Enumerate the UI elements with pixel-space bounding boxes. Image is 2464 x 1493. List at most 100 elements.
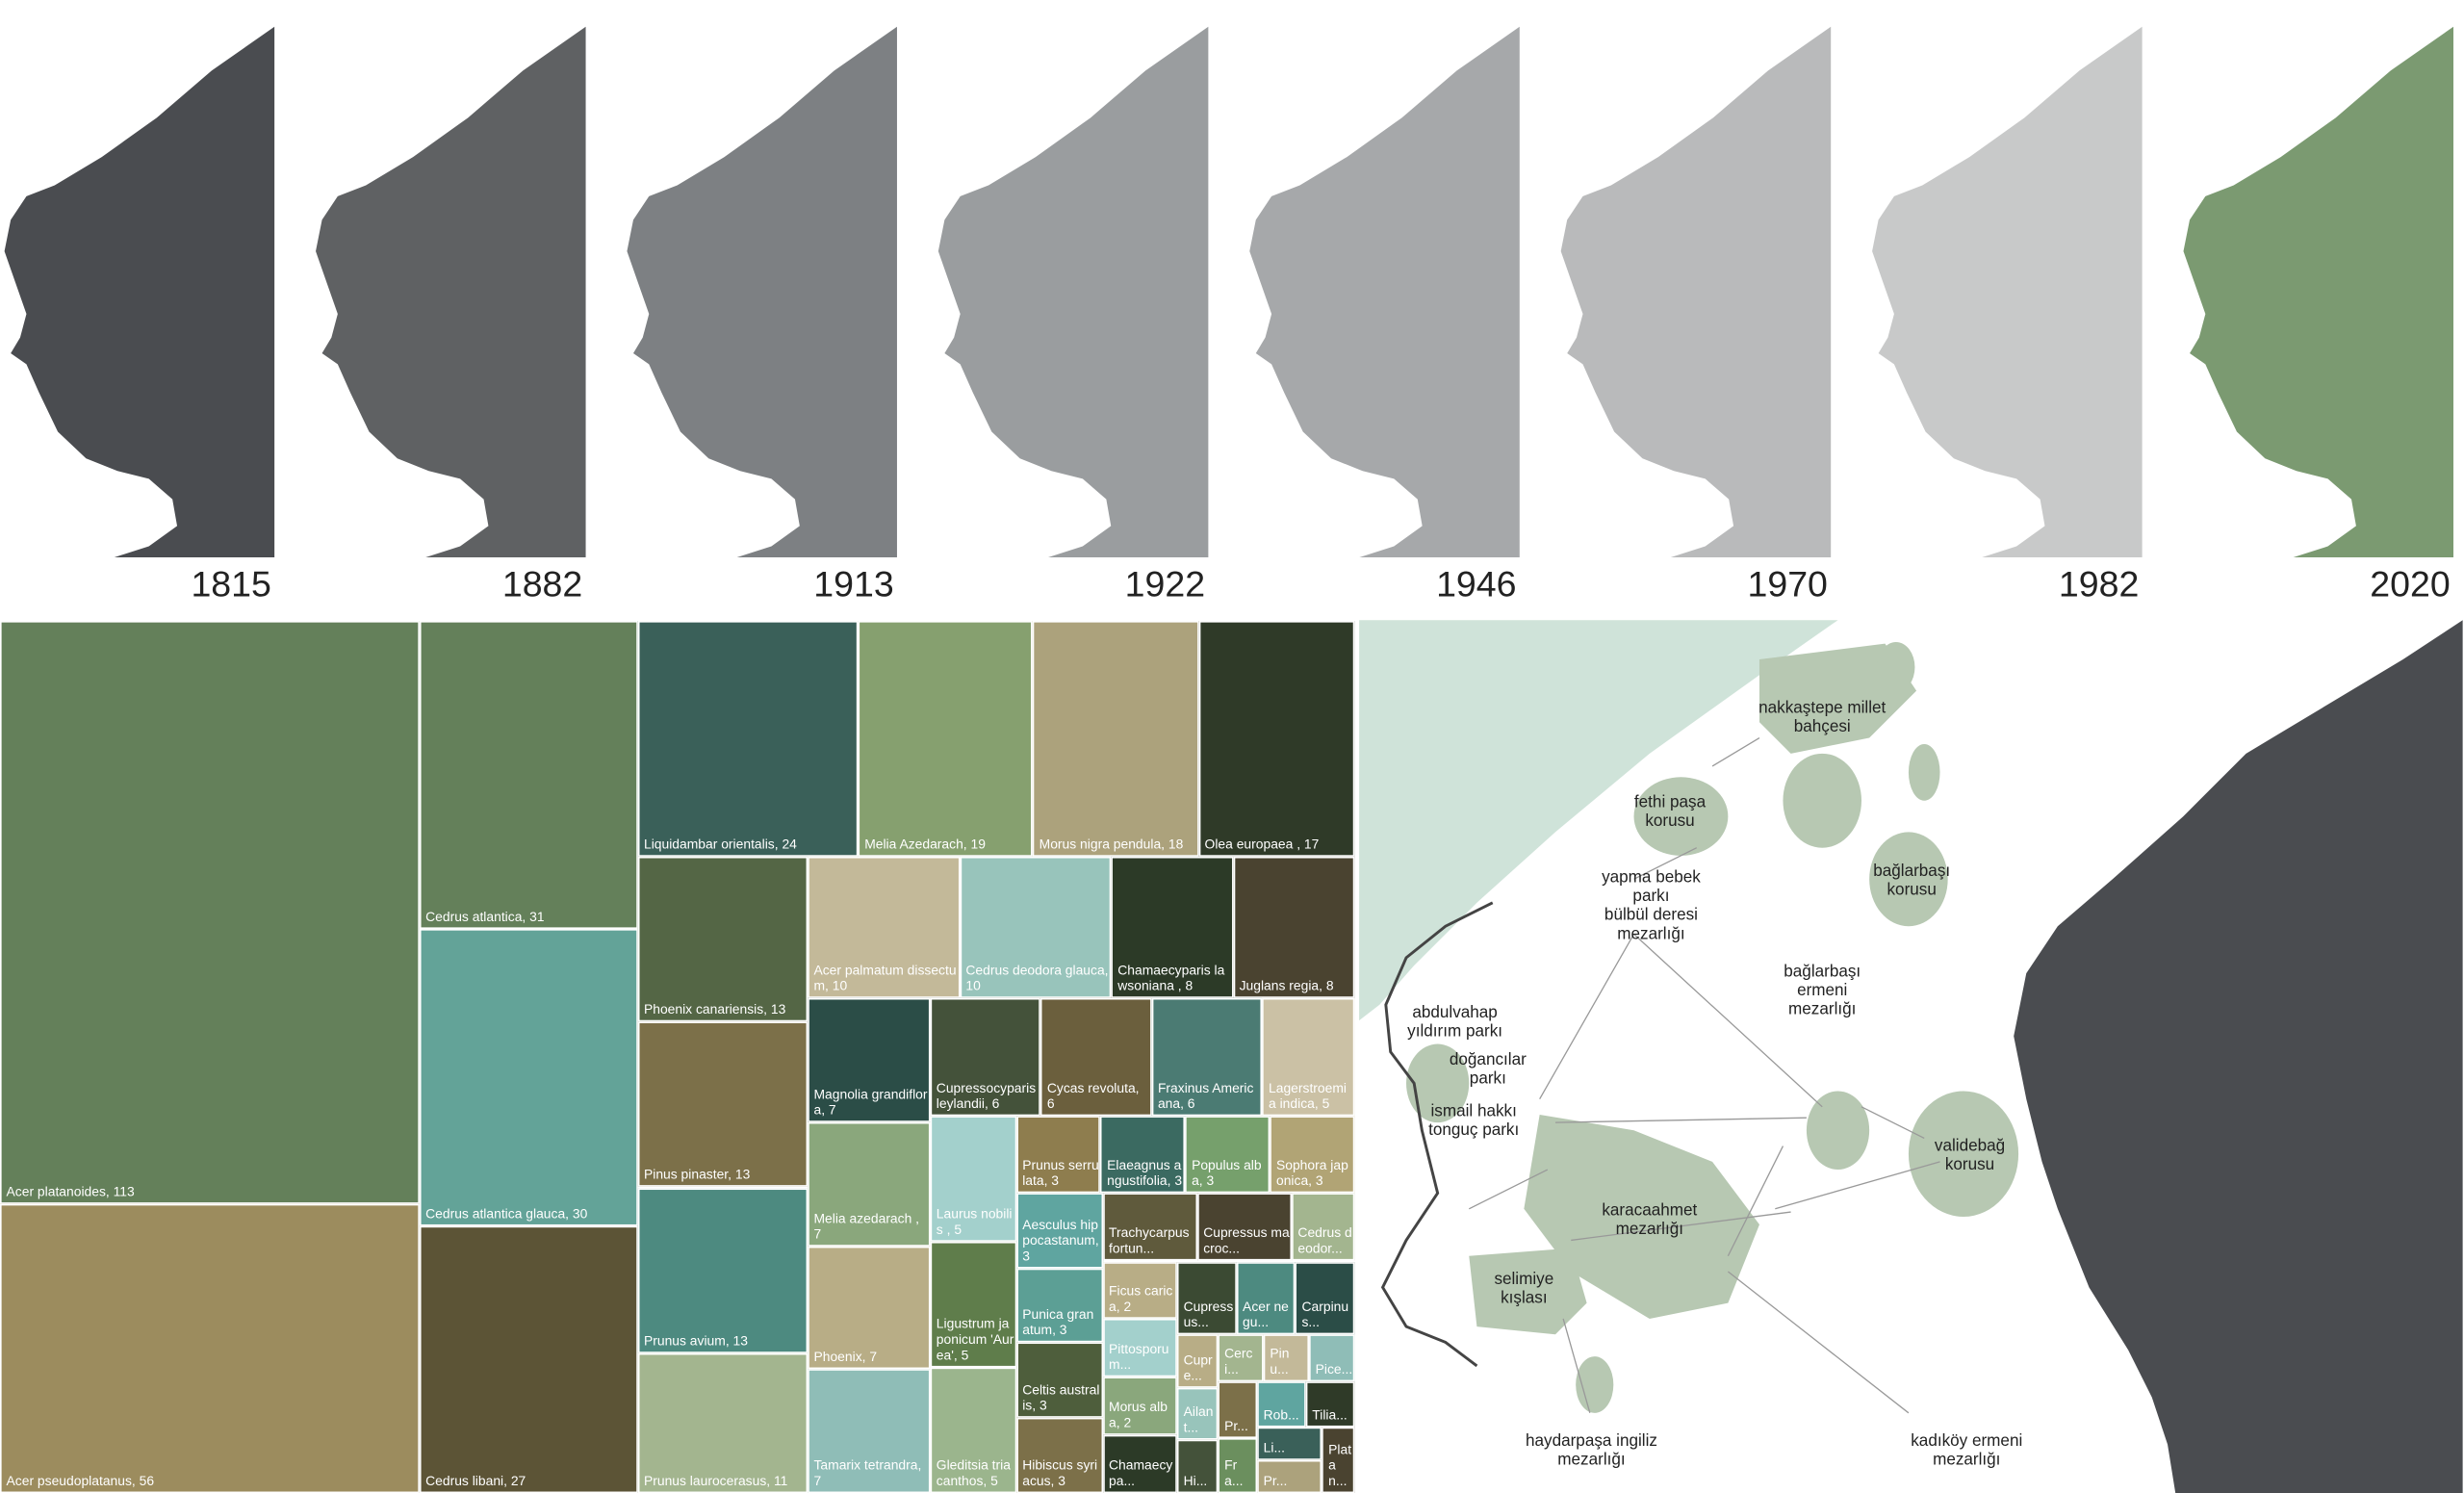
map-label-line: ermeni: [1797, 981, 1847, 999]
treemap-cell: Tamarix tetrandra, 7: [807, 1369, 931, 1493]
link: [1633, 933, 1823, 1108]
park: [1908, 1091, 2019, 1217]
treemap-cell: Li...: [1257, 1426, 1322, 1460]
cell-label: Magnolia grandiflora, 7: [813, 1086, 928, 1118]
cell-label: Prunus avium, 13: [643, 1332, 748, 1349]
park: [1576, 1356, 1614, 1413]
cell-label: Punica granatum, 3: [1022, 1306, 1094, 1339]
treemap-cell: Chamaecypa...: [1102, 1434, 1178, 1493]
cell-label: Tamarix tetrandra, 7: [813, 1456, 922, 1489]
year-label: 1913: [813, 564, 893, 605]
treemap-cell: Morus alba, 2: [1102, 1377, 1178, 1435]
cell-label: Phoenix, 7: [813, 1349, 878, 1365]
treemap-cell: Cedrus deodor...: [1291, 1192, 1355, 1262]
cell-label: Tilia...: [1312, 1405, 1348, 1423]
cell-label: Acer pseudoplatanus, 56: [6, 1472, 155, 1489]
map-label: bağlarbaşı korusu: [1873, 862, 1950, 899]
cell-label: Aesculus hippocastanum, 3: [1022, 1216, 1099, 1264]
link: [1562, 1318, 1591, 1414]
treemap-cell: Hi...: [1177, 1440, 1219, 1493]
treemap: Acer platanoides, 113 Acer pseudoplatanus…: [0, 621, 1355, 1493]
cell-label: Pinus pinaster, 13: [643, 1167, 751, 1183]
cell-label: Pice...: [1315, 1361, 1353, 1377]
map-label-line: nakkaştepe millet: [1758, 698, 1886, 716]
park: [1806, 1091, 1870, 1171]
link: [1554, 1117, 1807, 1123]
map-label: haydarpaşa ingiliz mezarlığı: [1526, 1431, 1657, 1469]
cell-label: Liquidambar orientalis, 24: [643, 836, 797, 852]
link: [1775, 1161, 1940, 1210]
link: [1539, 934, 1635, 1099]
coastline-silhouette: [1560, 26, 1832, 557]
treemap-cell: Ficus carica, 2: [1102, 1261, 1178, 1320]
cell-label: Chamaecypa...: [1109, 1456, 1173, 1489]
map-label-line: haydarpaşa ingiliz: [1526, 1431, 1657, 1450]
cell-label: Acer platanoides, 113: [6, 1183, 135, 1199]
treemap-cell: Cupre...: [1177, 1334, 1219, 1388]
treemap-cell: Ailant...: [1177, 1387, 1219, 1441]
route: [1380, 901, 1494, 1368]
map-label: abdulvahap yıldırım parkı: [1407, 1003, 1502, 1041]
treemap-cell: Fraxinus Americana, 6: [1151, 998, 1263, 1117]
cell-label: Prunus laurocerasus, 11: [643, 1472, 788, 1489]
map-label-line: korusu: [1645, 811, 1694, 830]
cell-label: Cupressus...: [1183, 1298, 1234, 1330]
cell-label: Celtis australis, 3: [1022, 1381, 1100, 1414]
cell-label: Pinu...: [1270, 1346, 1290, 1377]
map-label-line: yapma bebek: [1602, 868, 1701, 887]
park: [1908, 744, 1940, 801]
treemap-cell: Phoenix canariensis, 13: [637, 856, 808, 1022]
map-label-line: validebağ: [1935, 1136, 2005, 1154]
treemap-cell: Aesculus hippocastanum, 3: [1015, 1192, 1103, 1269]
treemap-cell: Punica granatum, 3: [1015, 1268, 1103, 1344]
cell-label: Cedrus libani, 27: [425, 1472, 526, 1489]
link: [1727, 1145, 1784, 1257]
treemap-cell: Cedrus atlantica, 31: [419, 621, 638, 929]
treemap-cell: Prunus serrulata, 3: [1015, 1116, 1101, 1193]
link: [1633, 847, 1698, 880]
cell-label: Fra...: [1224, 1456, 1244, 1489]
treemap-cell: Juglans regia, 8: [1233, 856, 1355, 999]
cell-label: Populus alba, 3: [1192, 1156, 1262, 1189]
cell-label: Platan...: [1328, 1441, 1352, 1489]
map-label-line: karacaahmet: [1602, 1200, 1697, 1219]
treemap-cell: Fra...: [1218, 1437, 1258, 1493]
map-label-line: parkı: [1632, 887, 1669, 905]
coastline-silhouette: [1249, 26, 1520, 557]
map-label-line: kadıköy ermeni: [1911, 1431, 2022, 1450]
treemap-cell: Ligustrum japonicum 'Aurea', 5: [930, 1241, 1016, 1368]
cell-label: Cupre...: [1183, 1351, 1213, 1383]
park: [1633, 777, 1729, 856]
map-label-line: mezarlığı: [1616, 1220, 1683, 1238]
map-label: selimiye kışlası: [1494, 1270, 1553, 1307]
cell-label: Sophora japonica, 3: [1275, 1156, 1348, 1189]
map-label-line: doğancılar: [1450, 1050, 1527, 1068]
map-label-line: ismail hakkı: [1430, 1102, 1516, 1120]
treemap-cell: Acer palmatum dissectum, 10: [807, 856, 960, 999]
cell-label: Cedrus deodor...: [1297, 1224, 1352, 1257]
cell-label: Hibiscus syriacus, 3: [1022, 1456, 1098, 1489]
year-label: 1815: [191, 564, 270, 605]
cell-label: Chamaecyparis lawsoniana , 8: [1117, 962, 1225, 994]
cell-label: Cycas revoluta, 6: [1046, 1079, 1140, 1112]
coastline-silhouette: [627, 26, 897, 557]
cell-label: Lagerstroemia indica, 5: [1269, 1079, 1348, 1112]
map-label: nakkaştepe millet bahçesi: [1758, 698, 1886, 735]
treemap-cell: Platan...: [1322, 1426, 1355, 1493]
cell-label: Morus alba, 2: [1109, 1399, 1168, 1431]
treemap-cell: Pice...: [1309, 1334, 1355, 1382]
cell-label: Ficus carica, 2: [1109, 1282, 1173, 1315]
treemap-cell: Cupressocyparis leylandii, 6: [930, 998, 1041, 1117]
map-label: karacaahmet mezarlığı: [1602, 1200, 1697, 1238]
cell-label: Acer negu...: [1243, 1298, 1289, 1330]
cell-label: Gleditsia triacanthos, 5: [936, 1456, 1011, 1489]
treemap-cell: Acer negu...: [1236, 1261, 1296, 1335]
coastline-silhouette: [316, 26, 586, 557]
treemap-cell: Liquidambar orientalis, 24: [637, 621, 859, 857]
cell-label: Acer palmatum dissectum, 10: [813, 962, 957, 994]
cell-label: Cedrus atlantica glauca, 30: [425, 1204, 588, 1222]
treemap-cell: Acer platanoides, 113: [0, 621, 420, 1204]
